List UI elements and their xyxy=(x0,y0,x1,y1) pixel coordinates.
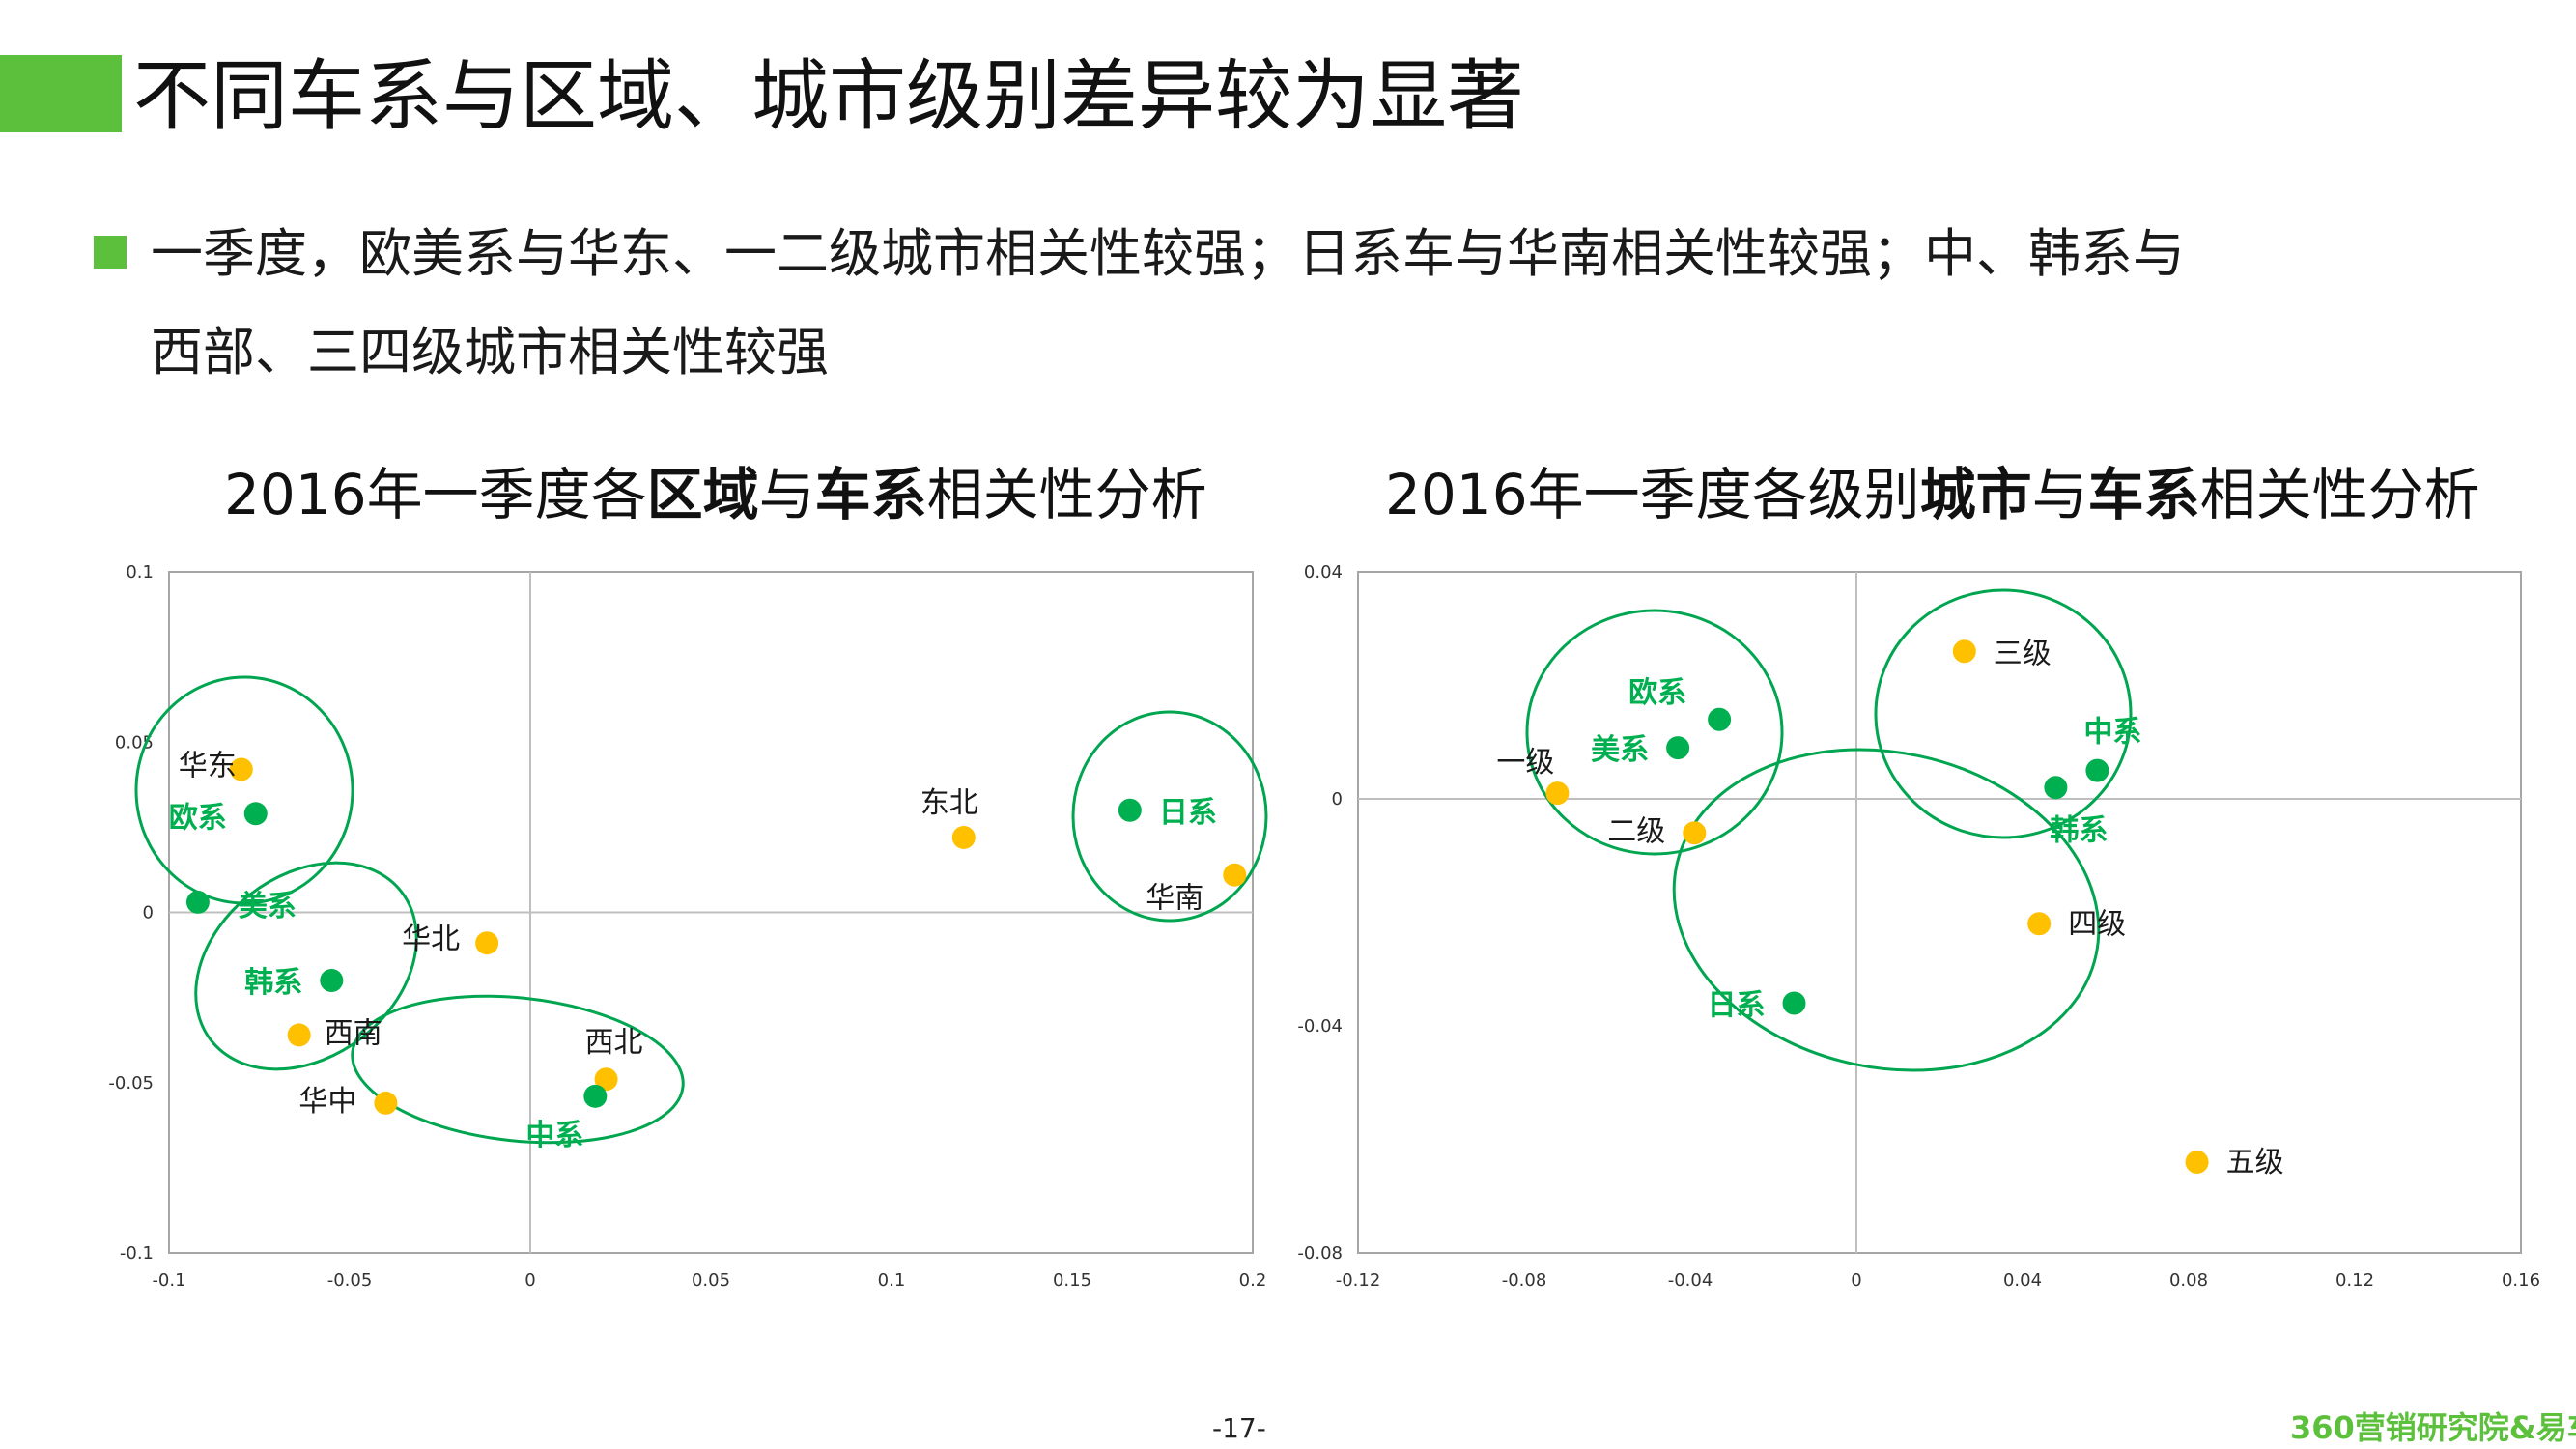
y-tick-label: -0.04 xyxy=(1297,1016,1343,1037)
region-point xyxy=(229,757,253,781)
group-circle xyxy=(1525,609,1784,856)
brand-point xyxy=(1118,798,1142,822)
y-tick-label: -0.05 xyxy=(108,1073,154,1094)
brand-point-label: 美系 xyxy=(239,890,297,923)
chart-title-city: 2016年一季度各级别城市与车系相关性分析 xyxy=(1385,460,2480,529)
page-title: 不同车系与区域、城市级别差异较为显著 xyxy=(133,51,1524,141)
region-point xyxy=(287,1023,311,1047)
x-tick-label: 0.12 xyxy=(2335,1270,2374,1291)
brand-point-label: 日系 xyxy=(1159,796,1217,830)
region-point-label: 四级 xyxy=(2068,907,2126,941)
brand-point-label: 韩系 xyxy=(244,966,302,1000)
x-tick-label: 0 xyxy=(1851,1270,1861,1291)
region-point-label: 华中 xyxy=(298,1085,356,1119)
bullet-square-icon xyxy=(94,236,127,269)
y-tick-label: 0 xyxy=(143,903,154,923)
brand-point-label: 中系 xyxy=(2083,716,2141,750)
region-point xyxy=(1683,821,1707,845)
brand-point xyxy=(243,802,268,826)
group-circle xyxy=(194,861,418,1071)
brand-point xyxy=(1708,707,1732,731)
brand-point-label: 欧系 xyxy=(1628,676,1686,710)
region-point-label: 东北 xyxy=(920,786,978,820)
y-tick-label: 0.04 xyxy=(1304,562,1343,582)
brand-point xyxy=(2085,758,2109,782)
chart-title-part: 与 xyxy=(2031,462,2088,527)
chart-title-bold-part: 车系 xyxy=(2087,462,2200,527)
brand-point-label: 日系 xyxy=(1708,989,1766,1023)
region-point xyxy=(594,1067,618,1092)
y-tick-label: 0.1 xyxy=(126,562,154,582)
region-point xyxy=(2185,1151,2209,1174)
x-tick-label: -0.12 xyxy=(1336,1270,1381,1291)
chart-title-bold-part: 城市 xyxy=(1919,462,2032,527)
page-number: -17- xyxy=(1212,1412,1266,1444)
x-tick-label: 0.2 xyxy=(1239,1270,1267,1291)
x-tick-label: -0.08 xyxy=(1502,1270,1547,1291)
brand-footer: 360营销研究院&易车 xyxy=(2290,1409,2576,1446)
group-circle xyxy=(134,675,354,905)
brand-point xyxy=(320,969,344,992)
x-tick-label: -0.05 xyxy=(327,1270,373,1291)
x-tick-label: -0.04 xyxy=(1668,1270,1713,1291)
brand-point-label: 韩系 xyxy=(2050,813,2108,847)
x-tick-label: 0.16 xyxy=(2502,1270,2540,1291)
region-point-label: 西南 xyxy=(325,1016,382,1050)
region-point xyxy=(374,1091,398,1115)
brand-point xyxy=(2044,776,2068,800)
chart-title-part: 与 xyxy=(758,462,815,527)
region-point-label: 三级 xyxy=(1994,637,2052,670)
y-tick-label: 0 xyxy=(1332,789,1343,810)
x-tick-label: 0.04 xyxy=(2003,1270,2042,1291)
x-tick-label: 0.05 xyxy=(692,1270,730,1291)
plot-area-frame xyxy=(1357,571,2522,1254)
region-point-label: 五级 xyxy=(2226,1146,2284,1179)
chart-title-part: 相关性分析 xyxy=(926,462,1207,527)
chart-title-part: 2016年一季度各 xyxy=(224,462,647,527)
chart-title-part: 相关性分析 xyxy=(2199,462,2480,527)
y-tick-label: -0.08 xyxy=(1297,1243,1343,1264)
region-point-label: 华北 xyxy=(402,923,460,956)
bullet-text-line-1: 一季度，欧美系与华东、一二级城市相关性较强；日系车与华南相关性较强；中、韩系与 xyxy=(151,223,2185,284)
y-tick-label: -0.1 xyxy=(120,1243,154,1264)
group-circle xyxy=(1672,748,2101,1072)
chart-title-region: 2016年一季度各区域与车系相关性分析 xyxy=(224,460,1207,529)
region-point xyxy=(2027,912,2052,936)
x-tick-label: 0.1 xyxy=(878,1270,906,1291)
brand-point xyxy=(185,890,210,914)
region-point-label: 二级 xyxy=(1607,814,1665,848)
x-tick-label: 0.08 xyxy=(2169,1270,2208,1291)
x-tick-label: 0.15 xyxy=(1053,1270,1091,1291)
region-point-label: 西北 xyxy=(585,1026,643,1060)
brand-point-label: 中系 xyxy=(525,1119,583,1152)
brand-point-label: 欧系 xyxy=(169,801,227,835)
region-point xyxy=(1545,781,1570,806)
group-circle xyxy=(351,994,685,1145)
brand-point xyxy=(1782,991,1806,1015)
region-point-label: 一级 xyxy=(1496,746,1554,780)
brand-point xyxy=(1666,736,1690,760)
group-circle xyxy=(1071,710,1268,923)
brand-point xyxy=(583,1084,608,1108)
region-point-label: 华南 xyxy=(1146,882,1203,916)
group-circle xyxy=(1874,588,2133,839)
region-point xyxy=(475,931,499,955)
title-accent-bar xyxy=(0,55,122,132)
region-point-label: 华东 xyxy=(179,749,237,782)
chart-title-bold-part: 区域 xyxy=(646,462,759,527)
bullet-text-line-2: 西部、三四级城市相关性较强 xyxy=(151,322,829,383)
region-point xyxy=(951,825,976,849)
region-point xyxy=(1223,863,1247,887)
region-point xyxy=(1952,639,1976,664)
brand-point-label: 美系 xyxy=(1591,733,1649,767)
chart-title-bold-part: 车系 xyxy=(814,462,927,527)
x-tick-label: 0 xyxy=(524,1270,535,1291)
chart-title-part: 2016年一季度各级别 xyxy=(1385,462,1920,527)
x-tick-label: -0.1 xyxy=(152,1270,185,1291)
